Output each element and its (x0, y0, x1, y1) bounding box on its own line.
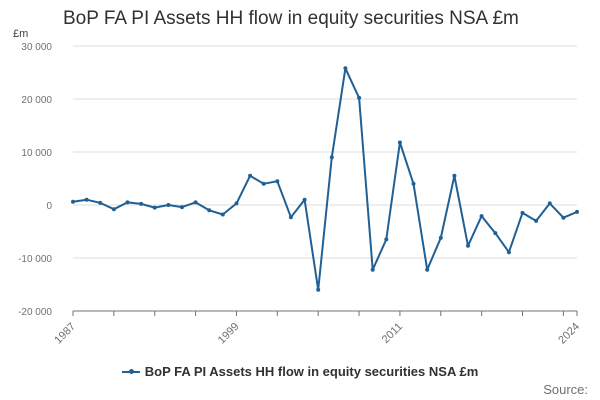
data-point[interactable] (180, 205, 184, 210)
series-line (72, 67, 578, 291)
data-point[interactable] (234, 201, 239, 206)
y-tick-label: -10 000 (18, 254, 52, 265)
data-point[interactable] (466, 243, 470, 248)
data-point[interactable] (111, 207, 116, 212)
x-tick-label: 1987 (52, 321, 78, 347)
gridlines (73, 45, 577, 312)
x-tick-label: 1999 (216, 321, 242, 347)
data-point[interactable] (520, 210, 525, 215)
data-point[interactable] (98, 200, 103, 205)
data-point[interactable] (575, 209, 579, 214)
data-point[interactable] (534, 218, 539, 223)
y-axis: -20 000 -10 000 0 10 000 20 000 30 000 (18, 42, 52, 318)
data-point[interactable] (547, 201, 552, 206)
legend[interactable]: BoP FA PI Assets HH flow in equity secur… (0, 364, 600, 379)
data-point[interactable] (411, 181, 416, 186)
data-point[interactable] (384, 237, 389, 242)
data-point[interactable] (84, 197, 89, 202)
data-point[interactable] (343, 66, 348, 71)
legend-swatch (121, 368, 140, 374)
data-point[interactable] (329, 155, 334, 160)
data-point[interactable] (139, 201, 144, 206)
data-point[interactable] (71, 199, 75, 204)
data-point[interactable] (425, 267, 430, 272)
x-axis: 1987 1999 2011 2024 (52, 310, 582, 347)
data-point[interactable] (166, 203, 171, 207)
data-point[interactable] (152, 205, 157, 210)
data-point[interactable] (479, 214, 484, 219)
data-point[interactable] (125, 200, 130, 205)
y-tick-label: 20 000 (21, 95, 52, 106)
data-point[interactable] (493, 231, 498, 236)
data-point[interactable] (261, 181, 266, 186)
data-point[interactable] (506, 250, 511, 255)
y-tick-label: 0 (46, 201, 52, 212)
data-point[interactable] (220, 212, 225, 217)
data-point[interactable] (316, 287, 321, 292)
y-tick-label: 10 000 (21, 148, 52, 159)
data-point[interactable] (302, 197, 307, 202)
x-tick-label: 2024 (556, 321, 582, 347)
series-group (71, 66, 579, 292)
data-point[interactable] (248, 173, 253, 178)
data-point[interactable] (275, 179, 280, 184)
data-point[interactable] (207, 208, 212, 213)
x-tick-label: 2011 (380, 321, 405, 346)
y-tick-label: 30 000 (21, 42, 52, 53)
data-point[interactable] (561, 215, 566, 220)
data-point[interactable] (452, 173, 457, 178)
chart-title: BoP FA PI Assets HH flow in equity secur… (63, 8, 519, 29)
source-label: Source: (543, 382, 588, 397)
data-point[interactable] (397, 140, 402, 145)
data-point[interactable] (288, 215, 293, 220)
unit-label: £m (13, 28, 28, 40)
data-point[interactable] (370, 267, 375, 272)
data-point[interactable] (438, 235, 443, 240)
y-tick-label: -20 000 (18, 307, 52, 318)
data-point[interactable] (357, 95, 362, 100)
data-point[interactable] (193, 200, 198, 205)
legend-label: BoP FA PI Assets HH flow in equity secur… (144, 364, 479, 379)
